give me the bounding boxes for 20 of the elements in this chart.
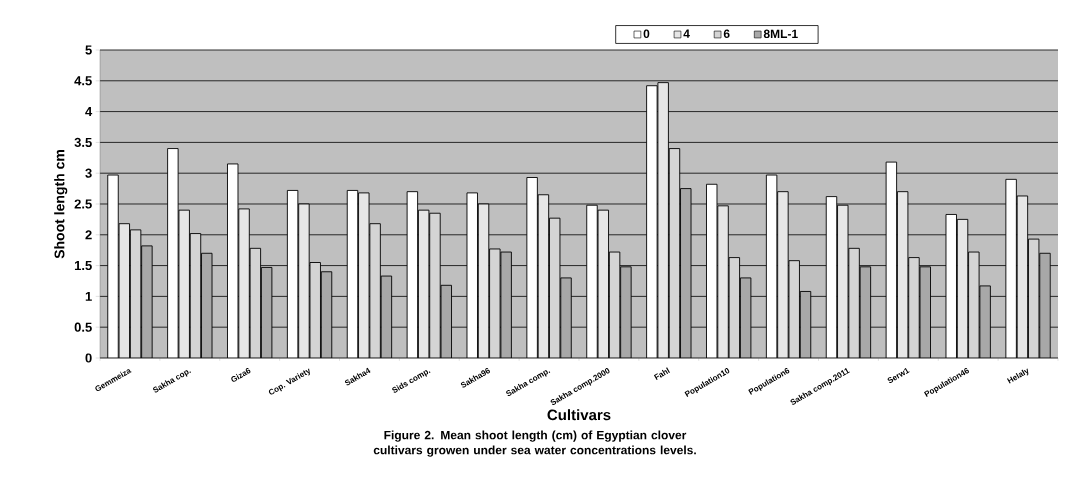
y-tick-label: 0: [85, 353, 92, 363]
legend-label: 4: [683, 29, 690, 38]
legend-label: 6: [723, 29, 730, 39]
y-tick-label: 5: [85, 45, 92, 55]
caption: Figure 2. Mean shoot length (cm) of Egyptian clover cultivars growen under sea water concentrations levels.: [373, 430, 696, 457]
y-tick-label: 1: [85, 291, 92, 301]
y-tick-label: 3.5: [74, 137, 92, 147]
y-tick-label: 2: [85, 230, 92, 240]
y-tick-label: 2.5: [74, 199, 92, 209]
x-axis-title: Cultivars: [547, 409, 611, 421]
legend-label: 8ML-1: [763, 29, 798, 39]
y-tick-label: 4.5: [74, 76, 92, 86]
x-tick-label: Sids comp.: [392, 370, 431, 393]
y-tick-label: 3: [85, 168, 92, 178]
y-tick-label: 0.5: [74, 322, 92, 332]
y-axis-title: Shoot length cm: [54, 150, 68, 259]
x-tick-label: Fahl: [653, 367, 670, 381]
legend-label: 0: [643, 29, 650, 39]
y-tick-label: 1.5: [74, 261, 92, 271]
y-tick-label: 4: [85, 107, 93, 117]
